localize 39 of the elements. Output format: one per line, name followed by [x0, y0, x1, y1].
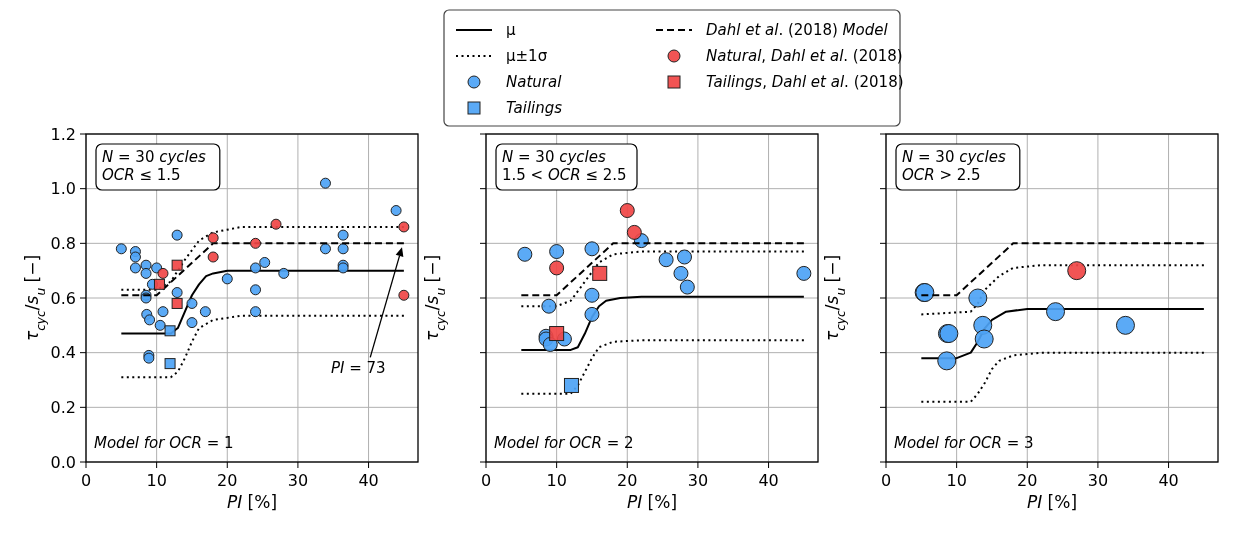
x-tick-label: 0 — [880, 471, 892, 490]
x-tick-label: 20 — [617, 471, 638, 490]
text: N = 30 cycles OCR > 2.5 — [902, 148, 1006, 184]
x-tick-label: 20 — [1017, 471, 1038, 490]
legend-label: Natural — [506, 73, 563, 92]
text: N = 30 cycles OCR ≤ 1.5 — [102, 148, 206, 184]
x-tick-label: 0 — [80, 471, 92, 490]
x-tick-label: 10 — [146, 471, 167, 490]
y-tick-label: 0.8 — [50, 233, 76, 253]
legend-label: Natural, Dahl et al. (2018) — [706, 47, 903, 66]
y-tick-label: 0.4 — [50, 343, 76, 363]
x-tick-label: 30 — [1087, 471, 1109, 490]
y-tick-label: 1.0 — [50, 179, 76, 199]
x-tick-label: 30 — [687, 471, 709, 490]
x-tick-label: 20 — [217, 471, 238, 490]
x-tick-label: 30 — [287, 471, 309, 490]
legend-label: Tailings, Dahl et al. (2018) — [706, 73, 904, 92]
annotation: Model for OCR = 1 — [94, 434, 234, 452]
x-tick-label: 40 — [758, 471, 779, 490]
annotation: N = 30 cycles 1.5 < OCR ≤ 2.5 — [502, 148, 627, 184]
x-tick-label: 40 — [1158, 471, 1179, 490]
x-tick-label: 0 — [480, 471, 492, 490]
x-axis-title: PI [%] — [226, 492, 278, 512]
y-tick-label: 0.2 — [50, 397, 76, 417]
annotation: PI = 73 — [330, 359, 386, 378]
y-tick-label: 0.0 — [50, 452, 76, 472]
y-tick-label: 1.2 — [50, 124, 76, 144]
x-axis-title: PI [%] — [626, 492, 678, 512]
x-tick-label: 10 — [946, 471, 967, 490]
legend-label: Tailings — [506, 99, 563, 118]
x-axis-title: PI [%] — [1026, 492, 1078, 512]
legend-label: Dahl et al. (2018) Model — [706, 21, 889, 40]
annotation: Model for OCR = 2 — [494, 434, 634, 452]
legend-label: μ±1σ — [506, 47, 548, 66]
x-tick-label: 40 — [358, 471, 379, 490]
annotation: Model for OCR = 3 — [894, 434, 1034, 452]
y-tick-label: 0.6 — [50, 288, 76, 308]
x-tick-label: 10 — [546, 471, 567, 490]
legend-label: μ — [506, 21, 516, 40]
